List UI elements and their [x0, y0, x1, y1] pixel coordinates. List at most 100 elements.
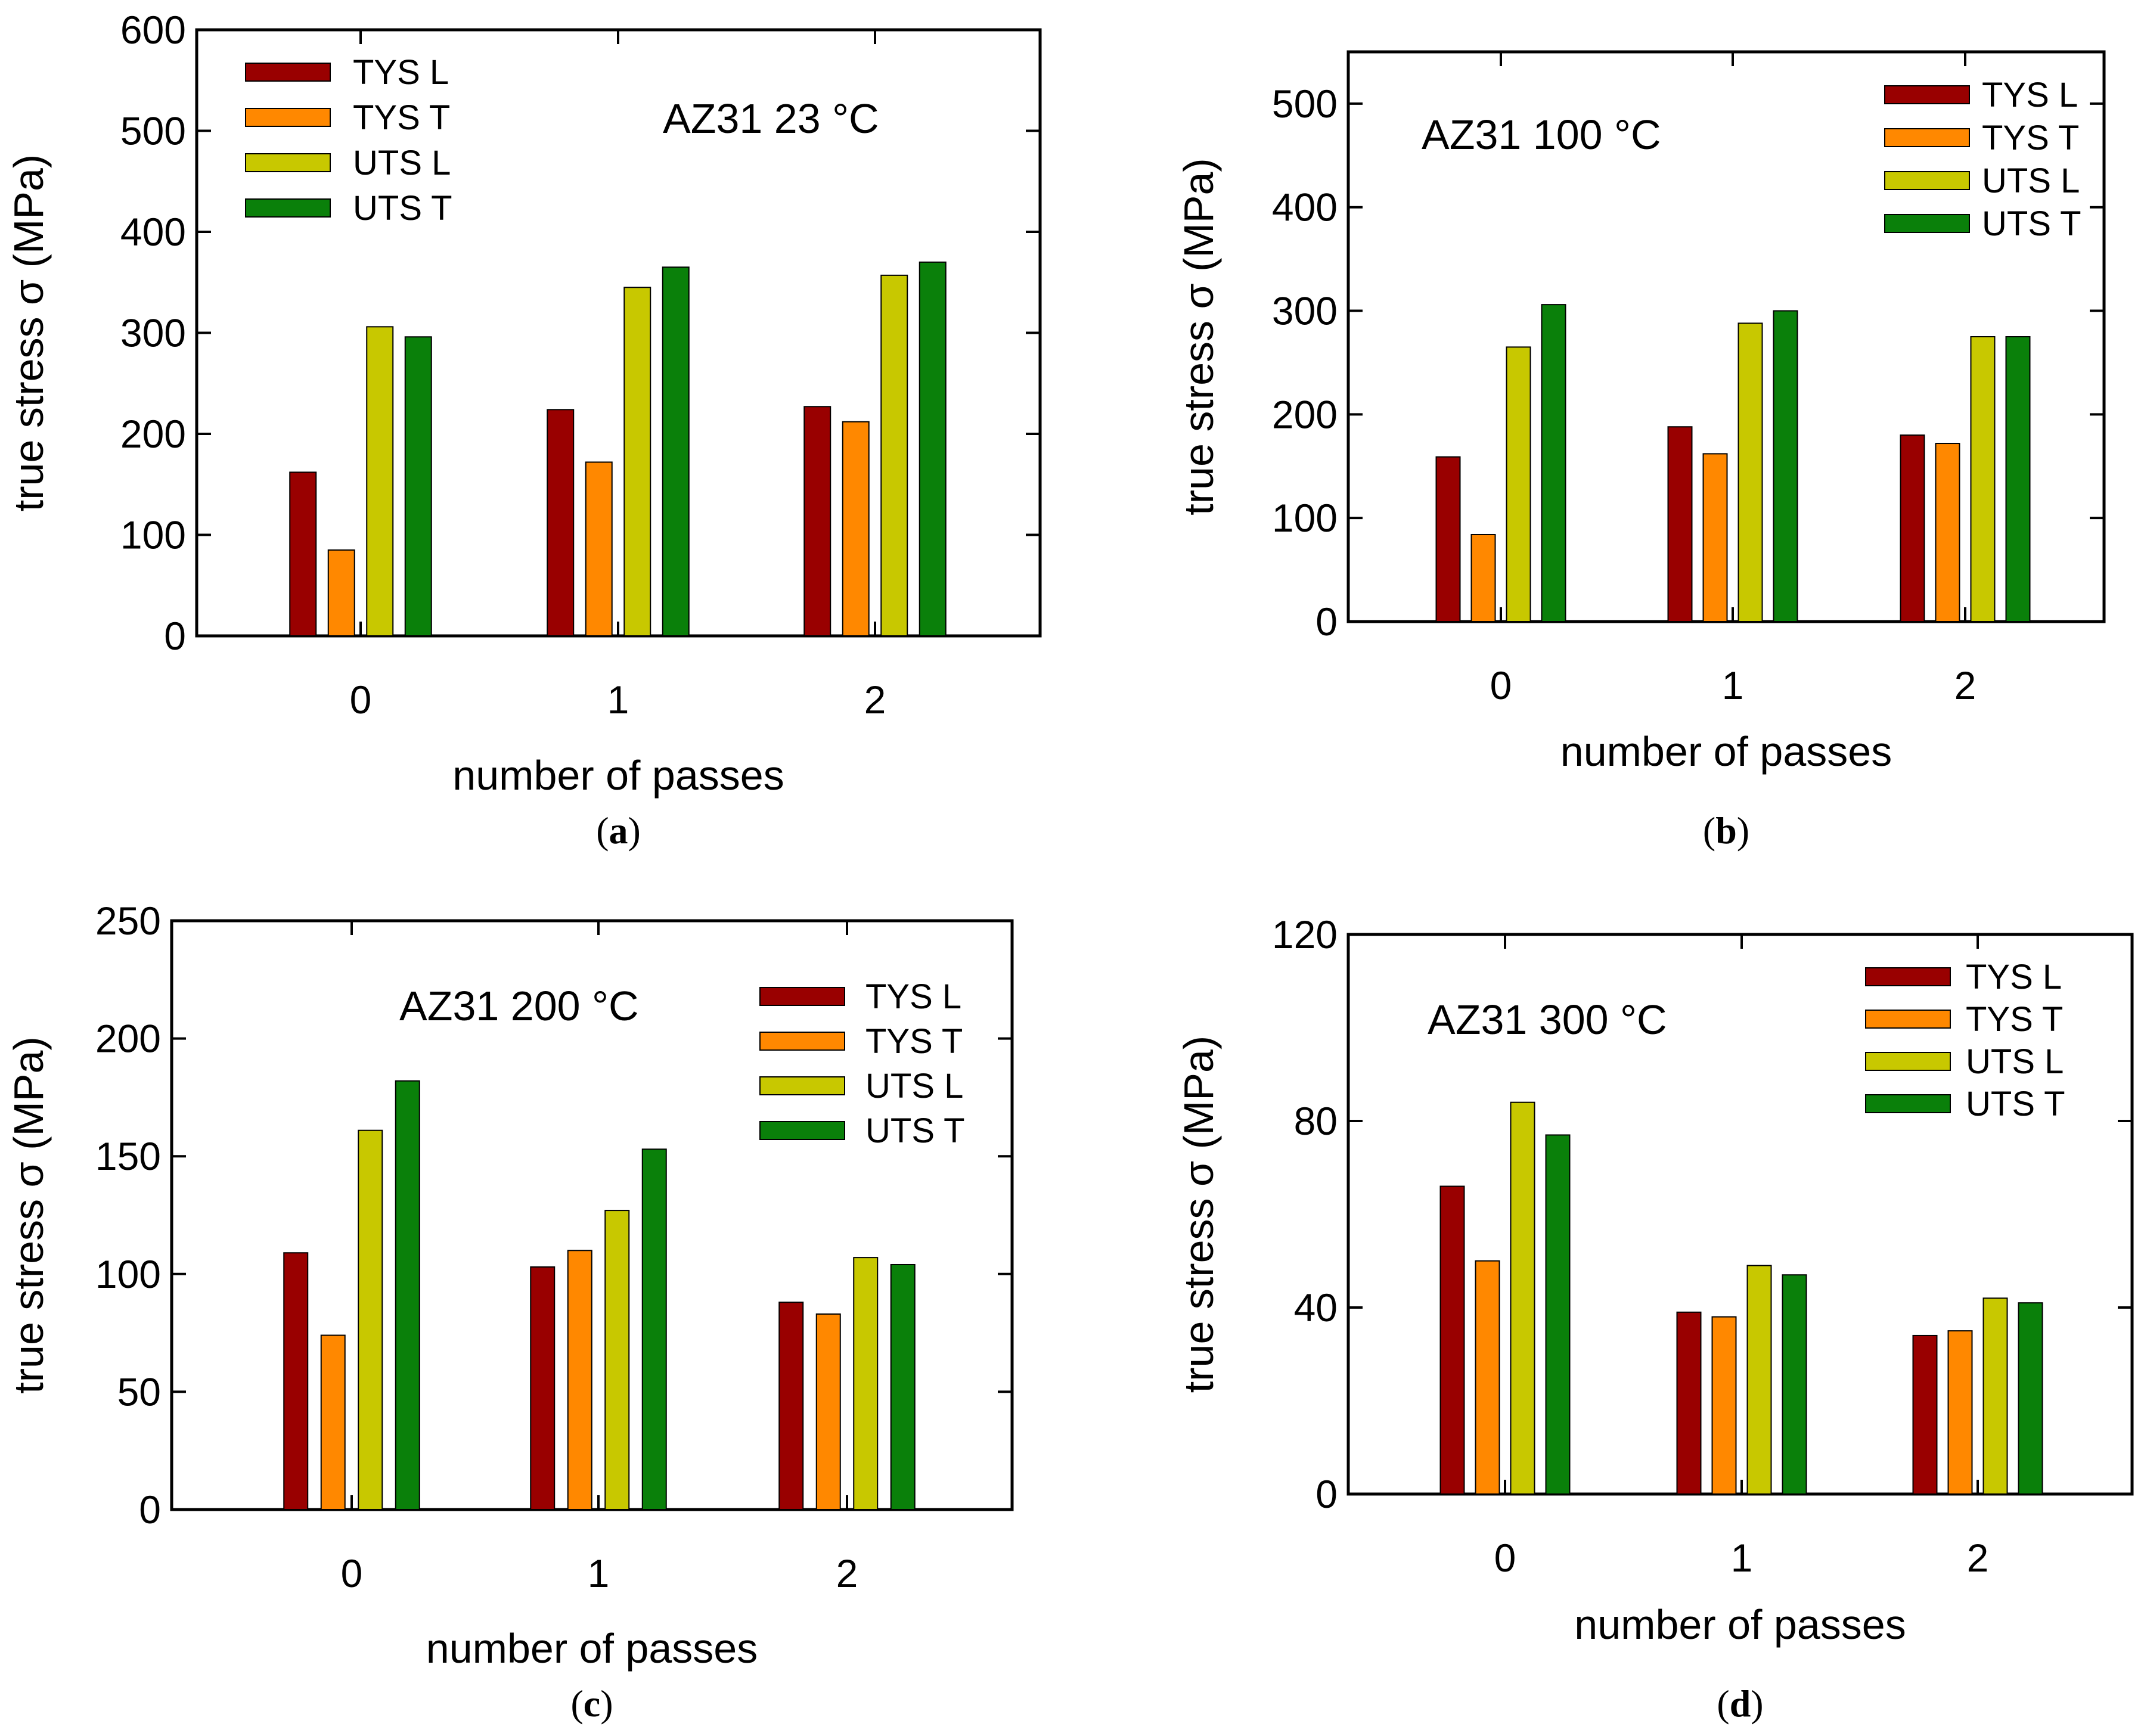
bar-uts-l-pass-1 — [1746, 1265, 1772, 1495]
legend-label: TYS T — [1966, 1000, 2063, 1039]
bar-tys-t-pass-1 — [585, 461, 613, 637]
bar-uts-l-pass-2 — [880, 274, 908, 636]
bar-tys-l-pass-2 — [778, 1302, 804, 1511]
bar-tys-l-pass-0 — [1439, 1185, 1465, 1495]
legend-label: TYS L — [353, 53, 449, 92]
x-tick-label: 0 — [341, 1551, 363, 1595]
y-tick-label: 100 — [120, 513, 186, 557]
x-tick-label: 2 — [864, 678, 886, 722]
bar-tys-l-pass-1 — [530, 1266, 556, 1511]
bar-uts-t-pass-1 — [1773, 310, 1798, 622]
bar-uts-l-pass-0 — [358, 1129, 383, 1510]
y-tick-label: 300 — [1272, 289, 1338, 333]
y-tick-label: 300 — [120, 311, 186, 355]
bar-uts-l-pass-0 — [1506, 346, 1531, 623]
y-tick-label: 40 — [1294, 1285, 1338, 1330]
x-tick-label: 1 — [607, 678, 629, 722]
y-tick-label: 200 — [95, 1017, 161, 1061]
x-axis-label: number of passes — [1560, 728, 1892, 775]
bar-uts-l-pass-2 — [1970, 336, 1996, 622]
y-tick-label: 120 — [1272, 912, 1338, 956]
bar-tys-l-pass-1 — [1667, 426, 1693, 622]
bar-tys-l-pass-0 — [289, 471, 317, 636]
legend-label: TYS T — [865, 1022, 963, 1061]
y-axis-label: true stress σ (MPa) — [5, 154, 52, 511]
bar-uts-t-pass-2 — [890, 1263, 916, 1510]
bar-tys-l-pass-0 — [1435, 456, 1461, 622]
legend-label: UTS L — [1966, 1042, 2064, 1081]
bar-tys-t-pass-0 — [1475, 1260, 1500, 1495]
bar-uts-t-pass-0 — [1545, 1134, 1571, 1495]
y-tick-label: 500 — [1272, 82, 1338, 126]
legend-label: UTS L — [865, 1067, 963, 1105]
y-tick-label: 600 — [120, 8, 186, 52]
bar-tys-t-pass-2 — [815, 1313, 841, 1510]
chart-panel-c: 0 50 100 150 200 250 0 1 2 TYS L TYS T UTS L UTS T AZ… — [5, 899, 1014, 1725]
bar-tys-t-pass-1 — [567, 1250, 592, 1511]
bar-uts-t-pass-2 — [2018, 1302, 2043, 1495]
legend-label: UTS L — [1982, 162, 2080, 200]
y-tick-label: 400 — [1272, 185, 1338, 229]
y-axis-label: true stress σ (MPa) — [1175, 1036, 1222, 1393]
legend-swatch — [1865, 1010, 1951, 1029]
bar-uts-t-pass-2 — [919, 261, 947, 637]
legend-swatch — [1865, 1052, 1951, 1071]
legend-swatch — [759, 1032, 845, 1051]
chart-annotation: AZ31 200 °C — [399, 983, 639, 1029]
chart-annotation: AZ31 100 °C — [1422, 111, 1661, 158]
y-tick-label: 250 — [95, 899, 161, 943]
legend-label: TYS L — [1966, 958, 2062, 996]
bar-uts-l-pass-2 — [853, 1257, 879, 1510]
x-axis-label: number of passes — [452, 752, 784, 799]
chart-panel-a: 0 100 200 300 400 500 600 0 1 2 TYS L TYS T UTS L UTS… — [5, 8, 1042, 852]
y-tick-label: 0 — [1315, 1472, 1338, 1516]
chart-annotation: AZ31 300 °C — [1428, 996, 1667, 1043]
legend-swatch — [1884, 85, 1970, 104]
chart-annotation: AZ31 23 °C — [663, 95, 879, 142]
bar-tys-t-pass-2 — [1935, 443, 1960, 622]
legend-swatch — [759, 987, 845, 1006]
legend-swatch — [759, 1121, 845, 1140]
bar-uts-l-pass-0 — [1510, 1101, 1535, 1495]
bar-tys-t-pass-1 — [1711, 1316, 1737, 1495]
bar-uts-t-pass-2 — [2005, 336, 2031, 622]
bar-uts-l-pass-1 — [623, 287, 651, 637]
plot-frame — [1346, 933, 2134, 1496]
legend-label: TYS L — [865, 977, 961, 1016]
legend-label: UTS T — [865, 1111, 965, 1150]
bar-tys-l-pass-2 — [1900, 434, 1925, 622]
y-tick-label: 150 — [95, 1134, 161, 1178]
y-axis-label: true stress σ (MPa) — [5, 1036, 52, 1393]
x-tick-label: 1 — [1722, 663, 1744, 707]
panel-caption: (d) — [1717, 1682, 1763, 1725]
x-tick-label: 1 — [588, 1551, 610, 1595]
legend-swatch — [1884, 128, 1970, 147]
legend-label: TYS L — [1982, 76, 2078, 114]
y-tick-label: 200 — [1272, 392, 1338, 436]
y-tick-label: 100 — [1272, 496, 1338, 540]
y-tick-label: 0 — [139, 1487, 161, 1532]
bar-tys-t-pass-0 — [1470, 533, 1496, 623]
y-tick-label: 400 — [120, 210, 186, 254]
x-tick-label: 0 — [1494, 1536, 1516, 1580]
legend-swatch — [245, 108, 331, 127]
bar-tys-t-pass-2 — [1947, 1330, 1973, 1495]
legend-label: UTS T — [1982, 204, 2081, 243]
panel-caption: (c) — [570, 1682, 613, 1725]
bar-uts-l-pass-2 — [1982, 1297, 2008, 1495]
legend-swatch — [1884, 214, 1970, 233]
panel-caption: (b) — [1703, 809, 1749, 852]
x-tick-label: 2 — [836, 1551, 858, 1595]
bar-uts-t-pass-1 — [641, 1148, 667, 1510]
y-tick-label: 500 — [120, 109, 186, 153]
bar-tys-l-pass-2 — [803, 406, 831, 636]
bar-tys-t-pass-0 — [320, 1334, 346, 1510]
y-tick-label: 0 — [164, 614, 186, 658]
bar-tys-l-pass-2 — [1912, 1334, 1938, 1495]
y-axis-label: true stress σ (MPa) — [1175, 158, 1222, 515]
bar-tys-t-pass-2 — [842, 421, 870, 636]
